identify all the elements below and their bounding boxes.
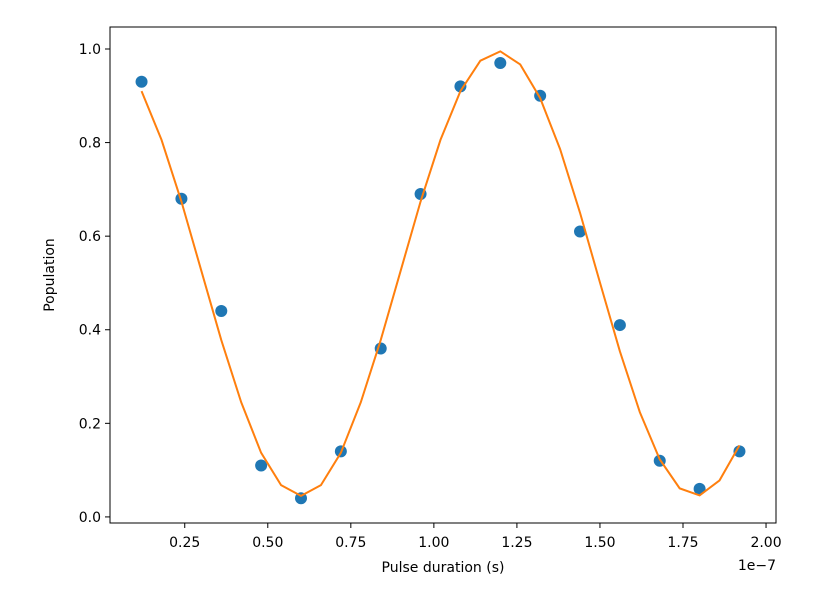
y-tick-label: 0.4	[79, 323, 101, 339]
data-point	[574, 225, 587, 238]
data-point	[255, 459, 268, 472]
x-tick-label: 2.00	[750, 535, 781, 551]
x-tick-label: 1.50	[584, 535, 615, 551]
x-tick-label: 1.00	[418, 535, 449, 551]
plot-frame	[109, 26, 777, 524]
x-tick-label: 0.75	[335, 535, 366, 551]
x-tick-label: 0.50	[252, 535, 283, 551]
y-axis-label: Population	[42, 238, 58, 312]
x-tick-label: 1.25	[501, 535, 532, 551]
x-tick-label: 1.75	[667, 535, 698, 551]
x-offset-label: 1e−7	[738, 558, 776, 574]
y-tick-label: 0.8	[79, 136, 101, 152]
x-axis-label: Pulse duration (s)	[382, 560, 505, 576]
y-tick-label: 0.0	[79, 510, 101, 526]
data-point	[494, 57, 507, 70]
data-point	[135, 75, 148, 88]
data-point	[693, 482, 706, 495]
y-tick-label: 0.6	[79, 229, 101, 245]
x-tick-label: 0.25	[169, 535, 200, 551]
data-point	[454, 80, 467, 93]
data-point	[613, 319, 626, 332]
data-point	[733, 445, 746, 458]
data-point	[215, 305, 228, 318]
y-tick-label: 1.0	[79, 42, 101, 58]
fit-line	[140, 50, 741, 497]
y-tick-label: 0.2	[79, 416, 101, 432]
